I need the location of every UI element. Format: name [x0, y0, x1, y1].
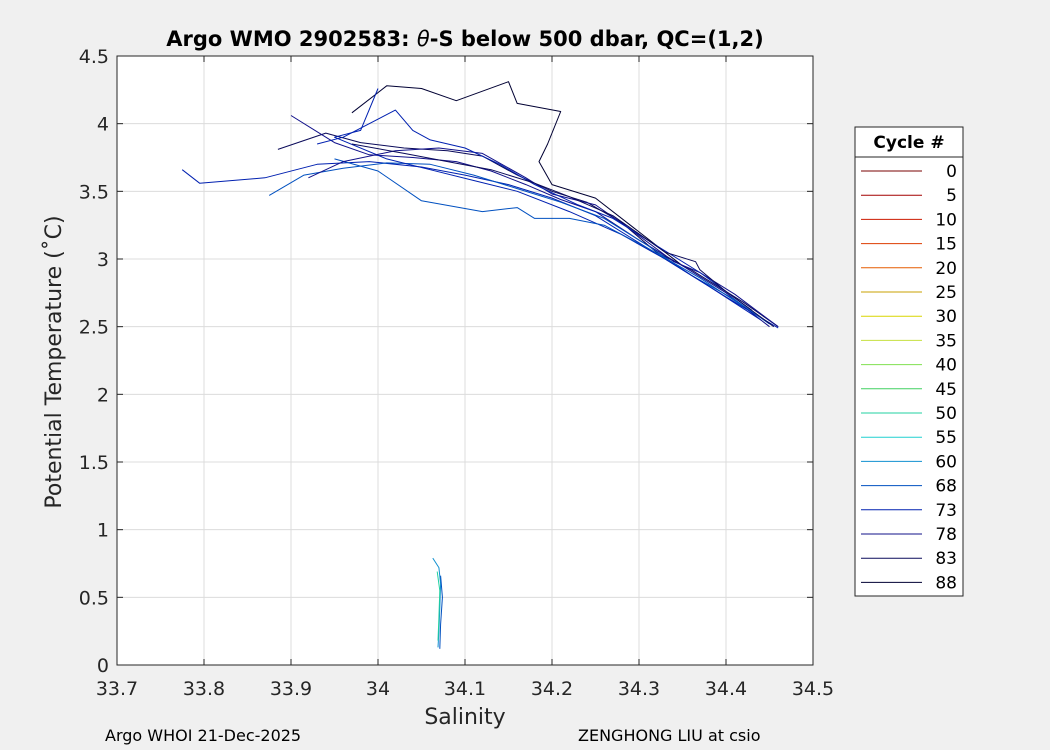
legend-entries: 0 5 10 15 20 25 30 35 40 45 50 55 60 68 73 78 83 88 — [861, 162, 957, 593]
legend-title: Cycle # — [873, 133, 944, 153]
profile-line-11 — [436, 571, 441, 641]
footer-left: Argo WHOI 21-Dec-2025 — [105, 726, 302, 745]
profile-line-0 — [351, 81, 683, 267]
legend-entry-label: 0 — [946, 162, 957, 182]
legend-entry-label: 55 — [935, 428, 957, 448]
legend: Cycle # 0 5 10 15 20 25 30 35 40 45 50 55 60 68 73 78 83… — [854, 126, 964, 597]
legend-entry-label: 50 — [935, 404, 957, 424]
legend-entry-label: 73 — [935, 501, 957, 521]
legend-entry-label: 10 — [935, 210, 957, 230]
legend-entry-label: 40 — [935, 356, 957, 376]
data-lines — [181, 81, 779, 649]
legend-entry-label: 68 — [935, 477, 957, 497]
y-tick-label: 1.5 — [79, 452, 109, 474]
legend-entry-label: 78 — [935, 525, 957, 545]
footer-right: ZENGHONG LIU at csio — [578, 726, 761, 745]
profile-line-12 — [439, 575, 443, 649]
legend-entry-label: 15 — [935, 235, 957, 255]
y-tick-label: 3.5 — [79, 181, 109, 203]
legend-box — [854, 126, 964, 597]
x-tick-label: 33.9 — [270, 678, 312, 700]
y-tick-label: 4.5 — [79, 46, 109, 68]
legend-entry-label: 45 — [935, 380, 957, 400]
y-tick-label: 3 — [97, 249, 109, 271]
x-axis-label: Salinity — [424, 705, 505, 730]
x-tick-label: 33.7 — [96, 678, 138, 700]
x-tick-label: 34 — [366, 678, 390, 700]
legend-entry-label: 35 — [935, 331, 957, 351]
x-tick-label: 34.4 — [705, 678, 747, 700]
legend-entry-label: 20 — [935, 259, 957, 279]
y-tick-label: 1 — [97, 520, 109, 542]
x-tick-label: 34.1 — [444, 678, 486, 700]
x-tick-label: 33.8 — [183, 678, 225, 700]
y-axis-label: Potential Temperature (˚C) — [42, 215, 67, 508]
legend-entry-label: 25 — [935, 283, 957, 303]
y-tick-label: 2.5 — [79, 317, 109, 339]
x-tick-label: 34.5 — [792, 678, 834, 700]
profile-line-9 — [351, 143, 775, 328]
chart-title: Argo WMO 2902583: θ-S below 500 dbar, QC… — [166, 27, 763, 51]
legend-entry-label: 88 — [935, 573, 957, 593]
profile-line-5 — [334, 88, 762, 321]
x-tick-label: 34.3 — [618, 678, 660, 700]
profile-line-6 — [334, 158, 744, 307]
legend-entry-label: 60 — [935, 452, 957, 472]
y-tick-label: 0 — [97, 655, 109, 677]
profile-line-8 — [316, 109, 753, 311]
axis-ticks: 33.7 33.8 33.9 34 34.1 34.2 34.3 34.4 34.500.511… — [79, 46, 834, 700]
legend-entry-label: 5 — [946, 186, 957, 206]
y-tick-label: 2 — [97, 384, 109, 406]
x-tick-label: 34.2 — [531, 678, 573, 700]
y-tick-label: 0.5 — [79, 587, 109, 609]
y-tick-label: 4 — [97, 114, 109, 136]
legend-entry-label: 30 — [935, 307, 957, 327]
legend-entry-label: 83 — [935, 549, 957, 569]
